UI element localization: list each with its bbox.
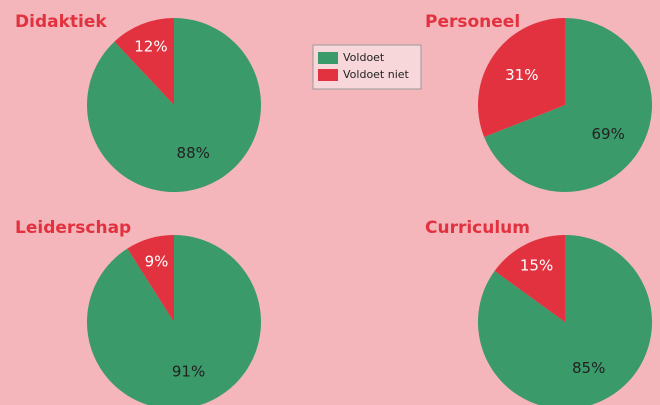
value-label: 85%	[572, 359, 605, 377]
legend-swatch	[318, 52, 338, 64]
legend-label: Voldoet	[343, 51, 385, 64]
pie-slice	[87, 235, 261, 405]
pie-slice	[478, 18, 565, 138]
value-label: 88%	[177, 144, 210, 162]
chart-title: Leiderschap	[15, 218, 131, 238]
value-label: 91%	[172, 363, 205, 381]
pie-slice	[478, 235, 652, 405]
pie-slice	[114, 18, 174, 105]
value-label: 15%	[520, 257, 553, 275]
pie-slice	[494, 235, 565, 322]
value-label: 31%	[505, 66, 538, 84]
value-label: 69%	[592, 125, 625, 143]
legend-label: Voldoet niet	[343, 68, 410, 81]
pie-slice	[484, 18, 652, 192]
value-label: 9%	[145, 252, 169, 270]
pie-slice	[127, 235, 174, 322]
pie-slice	[87, 18, 262, 192]
legend-swatch	[318, 69, 338, 81]
chart-title: Personeel	[425, 12, 520, 32]
value-label: 12%	[134, 37, 167, 55]
chart-title: Didaktiek	[15, 12, 107, 32]
chart-title: Curriculum	[425, 218, 530, 238]
